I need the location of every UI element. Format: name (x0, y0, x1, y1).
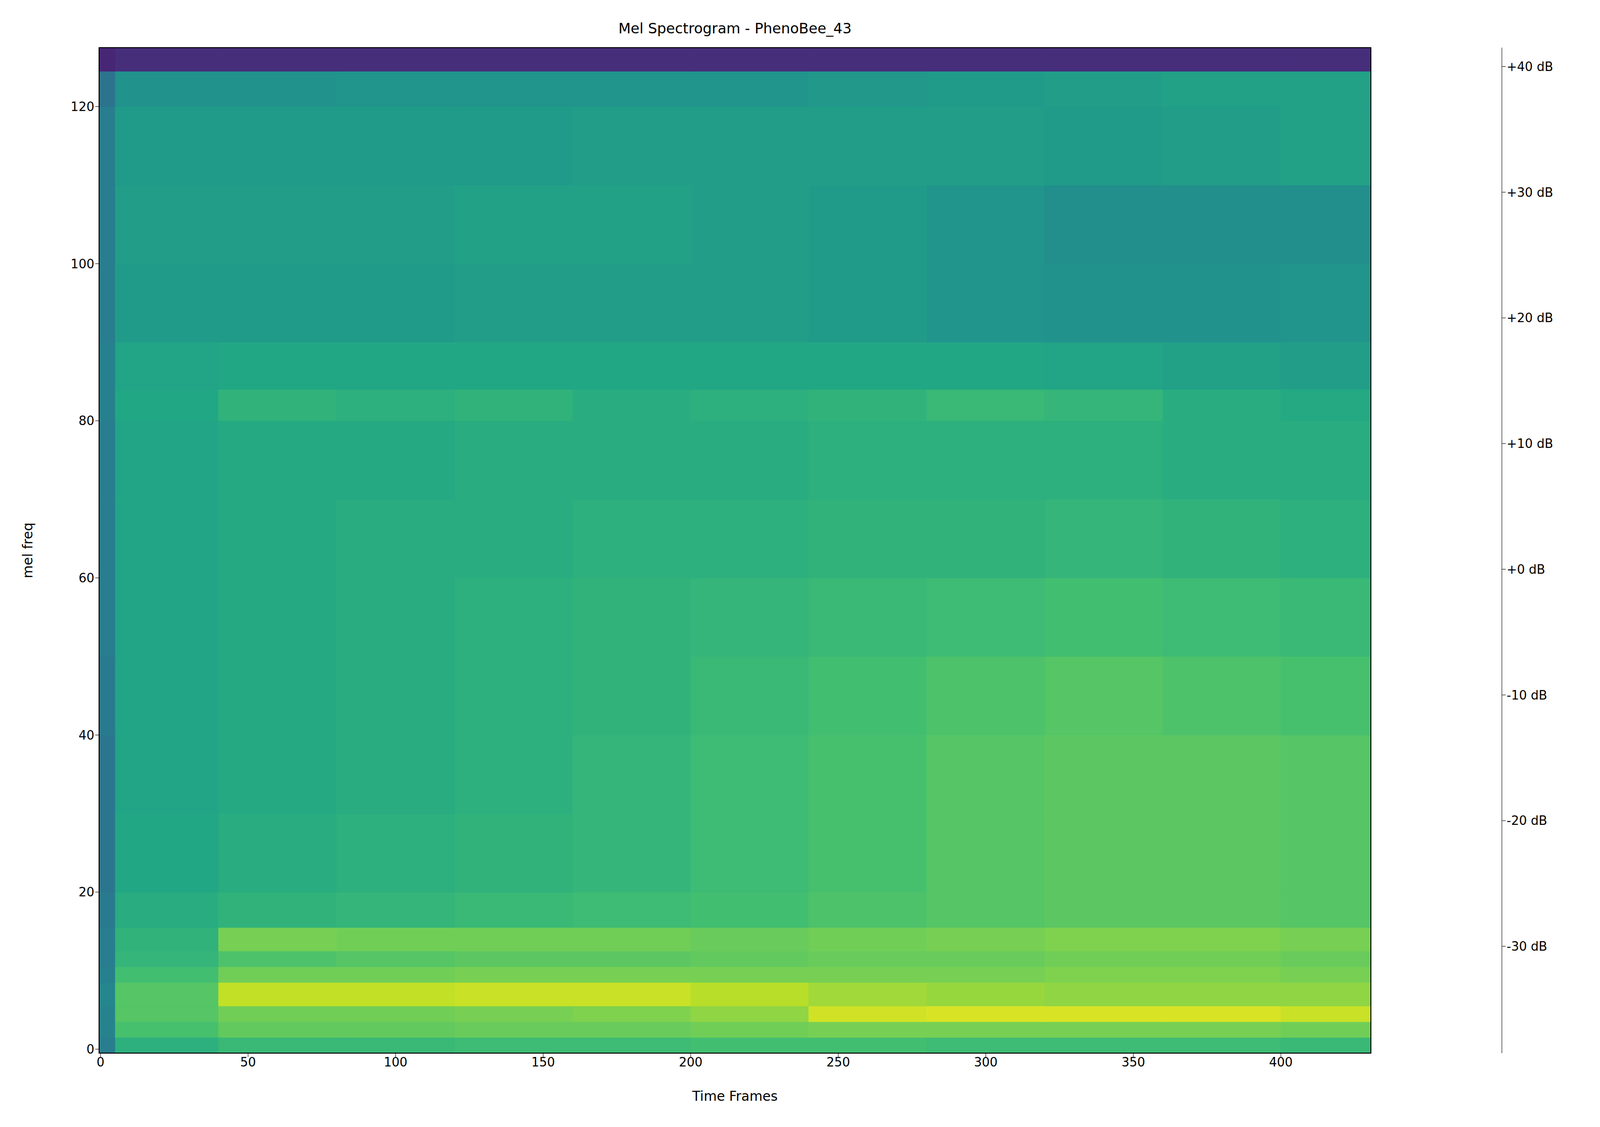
svg-text:+0 dB: +0 dB (1506, 562, 1546, 577)
svg-text:50: 50 (240, 1054, 256, 1069)
svg-text:150: 150 (531, 1054, 556, 1069)
svg-text:80: 80 (78, 413, 95, 428)
svg-text:100: 100 (383, 1054, 408, 1069)
svg-text:-30 dB: -30 dB (1506, 938, 1548, 954)
svg-text:-10 dB: -10 dB (1506, 687, 1548, 703)
svg-text:350: 350 (1121, 1054, 1146, 1069)
svg-text:0: 0 (86, 1041, 95, 1057)
svg-text:+30 dB: +30 dB (1506, 185, 1553, 200)
svg-text:+10 dB: +10 dB (1506, 436, 1553, 451)
svg-text:120: 120 (70, 99, 95, 114)
svg-text:-20 dB: -20 dB (1506, 813, 1548, 828)
svg-text:0: 0 (96, 1054, 105, 1069)
html-text:Mel Spectrogram - PhenoBee_43: Mel Spectrogram - PhenoBee_43 (618, 20, 852, 37)
svg-text:100: 100 (70, 256, 95, 272)
svg-text:20: 20 (78, 884, 95, 899)
svg-text:60: 60 (78, 570, 95, 585)
svg-text:+20 dB: +20 dB (1506, 310, 1553, 325)
svg-text:200: 200 (678, 1054, 703, 1069)
svg-text:400: 400 (1268, 1054, 1293, 1069)
svg-text:250: 250 (826, 1054, 851, 1069)
svg-text:+40 dB: +40 dB (1506, 59, 1553, 74)
svg-text:mel freq: mel freq (20, 522, 36, 579)
svg-text:Time Frames: Time Frames (691, 1087, 778, 1104)
svg-text:40: 40 (78, 727, 95, 743)
svg-text:300: 300 (974, 1054, 998, 1069)
